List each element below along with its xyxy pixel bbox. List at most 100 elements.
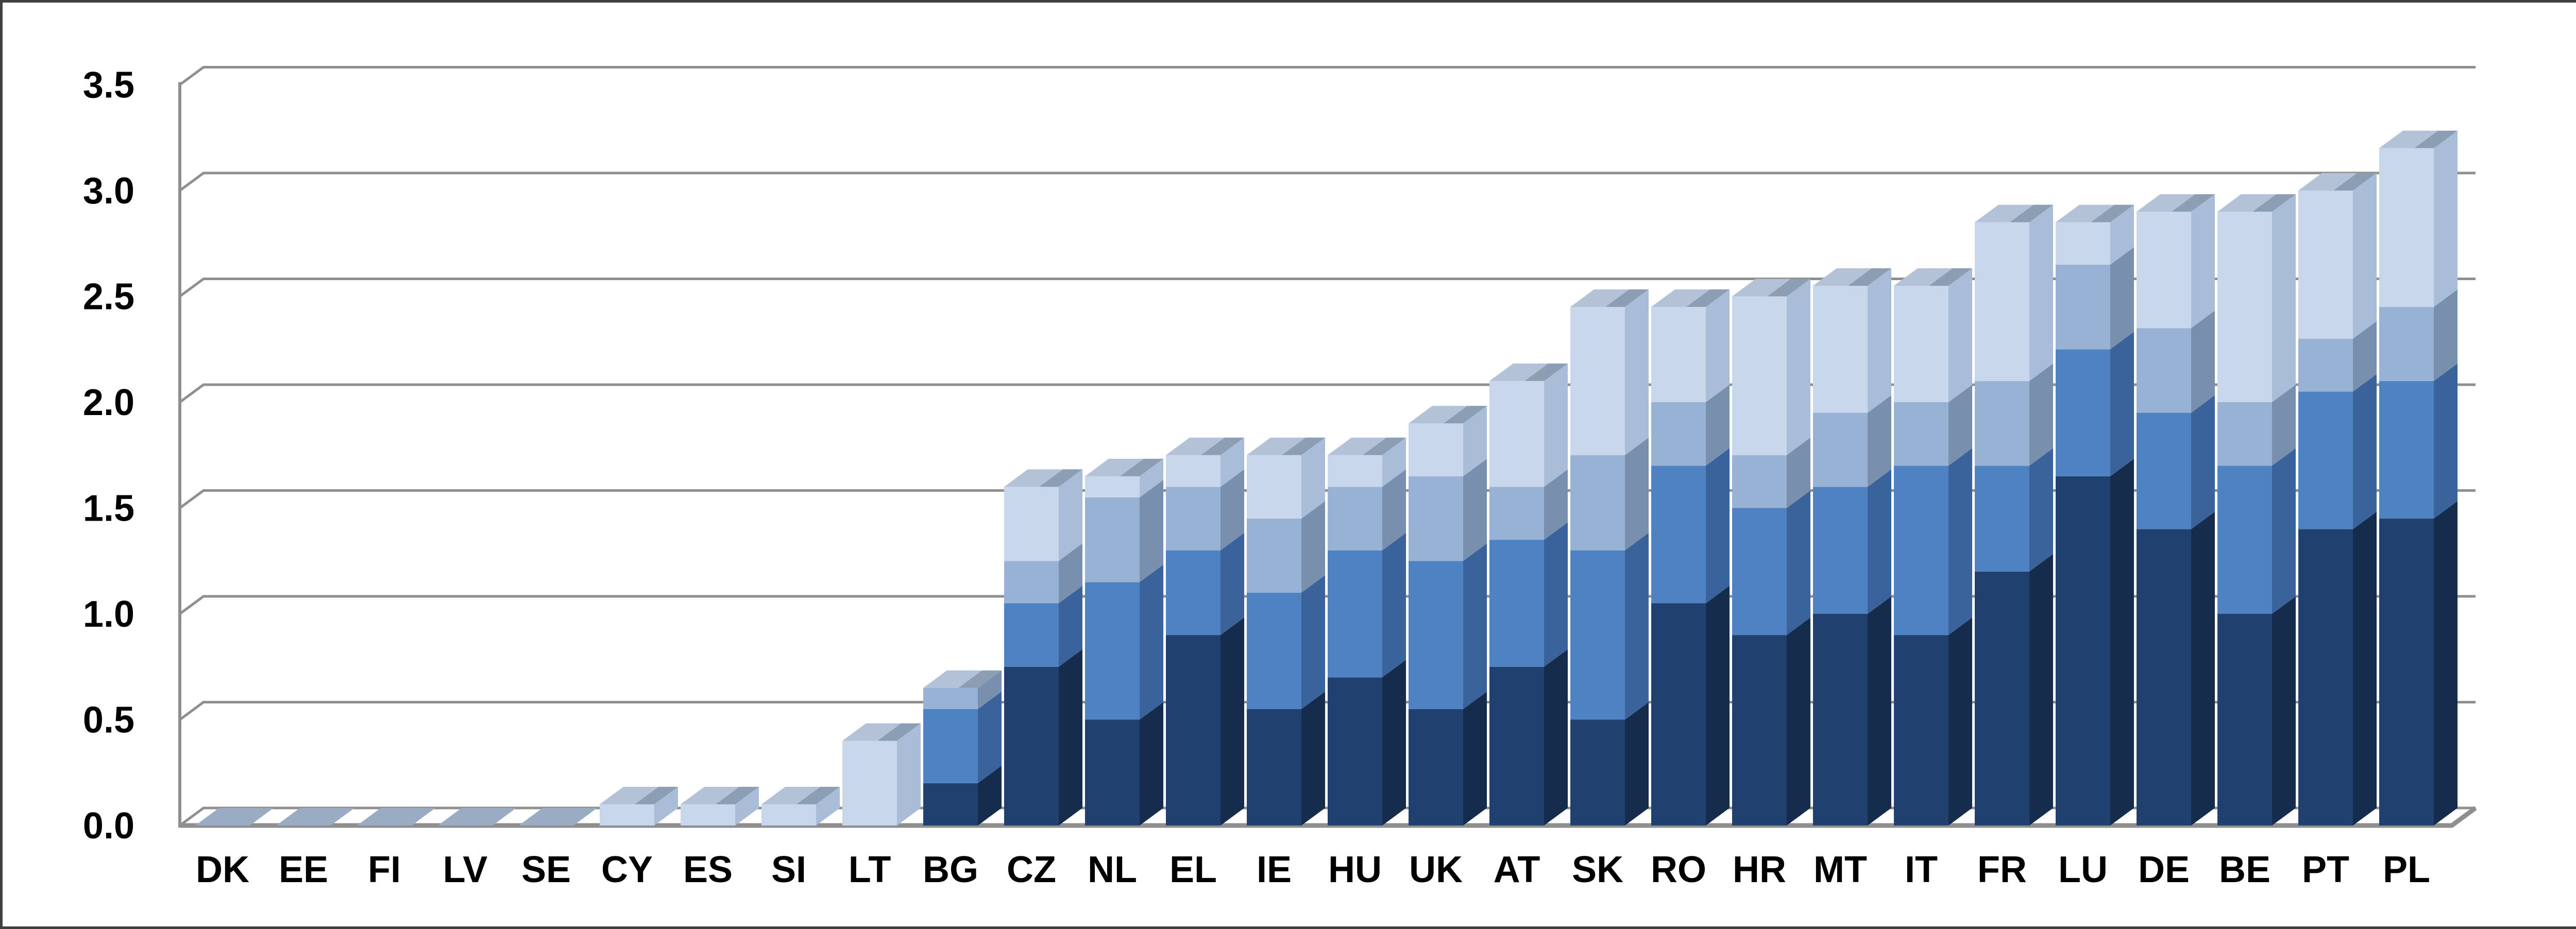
bar-side-MT bbox=[1868, 395, 1891, 487]
bar-segment-NL bbox=[1085, 497, 1140, 582]
bar-side-CZ bbox=[1059, 586, 1082, 667]
bar-top-face-NL bbox=[1085, 458, 1144, 476]
bar-side-AT bbox=[1544, 469, 1568, 540]
bar-segment-NL bbox=[1085, 582, 1140, 720]
bar-top-face-shaded-AT bbox=[1524, 363, 1568, 381]
bar-side-DE bbox=[2191, 194, 2215, 329]
bar-side-CZ bbox=[1059, 649, 1082, 825]
bar-top-face-shaded-MT bbox=[1848, 268, 1891, 286]
bar-segment-LU bbox=[2056, 264, 2110, 350]
bar-top-face-EL bbox=[1166, 437, 1225, 455]
bar-side-PL bbox=[2434, 501, 2458, 825]
bar-segment-PL bbox=[2379, 381, 2434, 519]
bar-side-DE bbox=[2191, 511, 2215, 825]
bar-top-face-BG bbox=[923, 670, 982, 688]
bar-side-FR bbox=[2029, 448, 2053, 572]
bar-segment-LU bbox=[2056, 476, 2110, 825]
gridlines-layer bbox=[179, 66, 2476, 827]
bar-segment-RO bbox=[1651, 466, 1706, 604]
bar-segment-IT bbox=[1894, 635, 1948, 825]
bar-segment-LT bbox=[842, 741, 897, 825]
bar-segment-NL bbox=[1085, 476, 1140, 497]
x-axis-label-LV: LV bbox=[443, 849, 488, 890]
x-axis-label-BG: BG bbox=[923, 849, 978, 890]
x-axis-label-SE: SE bbox=[521, 849, 571, 890]
bar-side-IE bbox=[1301, 437, 1325, 519]
bar-top-face-CZ bbox=[1004, 469, 1063, 487]
bar-side-SK bbox=[1625, 289, 1649, 455]
bar-segment-IE bbox=[1247, 709, 1301, 825]
bar-side-EL bbox=[1221, 532, 1244, 635]
bar-top-face-shaded-LT bbox=[877, 723, 921, 741]
bar-segment-SK bbox=[1570, 719, 1625, 825]
bar-top-face-UK bbox=[1409, 406, 1467, 424]
bar-top-face-shaded-HR bbox=[1767, 279, 1810, 297]
bar-segment-NL bbox=[1085, 719, 1140, 825]
bar-top-face-HR bbox=[1732, 279, 1791, 297]
bar-side-HU bbox=[1382, 437, 1406, 487]
bar-top-face-shaded-SI bbox=[796, 786, 840, 804]
bar-side-IE bbox=[1301, 575, 1325, 709]
bar-side-HR bbox=[1787, 490, 1810, 635]
bar-segment-SK bbox=[1570, 455, 1625, 550]
bar-side-FR bbox=[2029, 204, 2053, 381]
bar-side-AT bbox=[1544, 363, 1568, 487]
bar-segment-BG bbox=[923, 687, 978, 709]
bar-segment-HR bbox=[1732, 296, 1787, 455]
bar-top-face-IT bbox=[1894, 268, 1953, 286]
y-axis-label: 1.5 bbox=[83, 488, 134, 529]
bar-side-HU bbox=[1382, 469, 1406, 550]
bar-side-BG bbox=[978, 670, 1002, 709]
bar-side-HU bbox=[1382, 660, 1406, 825]
bar-side-SK bbox=[1625, 532, 1649, 720]
bar-side-PT bbox=[2353, 511, 2377, 825]
x-axis-label-IT: IT bbox=[1905, 849, 1938, 890]
bar-segment-PL bbox=[2379, 519, 2434, 825]
x-axis-label-PL: PL bbox=[2383, 849, 2430, 890]
bar-top-face-AT bbox=[1489, 363, 1548, 381]
bar-segment-DE bbox=[2137, 328, 2191, 413]
floor-tile-LV bbox=[438, 808, 516, 825]
bar-segment-MT bbox=[1813, 614, 1868, 825]
y-axis-label: 1.0 bbox=[83, 594, 134, 635]
bar-side-SI bbox=[816, 786, 840, 825]
x-axis-label-RO: RO bbox=[1651, 849, 1706, 890]
bar-segment-DE bbox=[2137, 412, 2191, 529]
bar-side-RO bbox=[1706, 385, 1730, 466]
x-axis-label-ES: ES bbox=[683, 849, 733, 890]
bar-segment-BG bbox=[923, 783, 978, 825]
bar-side-LU bbox=[2110, 204, 2134, 265]
bar-top-face-shaded-UK bbox=[1444, 406, 1487, 424]
bar-side-LT bbox=[897, 723, 921, 825]
bar-side-EL bbox=[1221, 469, 1244, 550]
bar-segment-HU bbox=[1328, 455, 1382, 487]
x-axis-label-UK: UK bbox=[1409, 849, 1463, 890]
bar-segment-BE bbox=[2217, 212, 2272, 402]
bar-side-HU bbox=[1382, 532, 1406, 678]
bars-layer bbox=[195, 130, 2458, 825]
bar-side-LU bbox=[2110, 247, 2134, 350]
bar-top-face-shaded-NL bbox=[1120, 458, 1163, 476]
bar-top-face-shaded-ES bbox=[716, 786, 759, 804]
bar-segment-UK bbox=[1409, 476, 1463, 561]
x-axis-label-AT: AT bbox=[1494, 849, 1540, 890]
bar-segment-CZ bbox=[1004, 487, 1059, 561]
bar-side-RO bbox=[1706, 586, 1730, 825]
x-axis-label-HR: HR bbox=[1733, 849, 1786, 890]
x-axis-label-NL: NL bbox=[1088, 849, 1137, 890]
y-axis-label: 3.0 bbox=[83, 170, 134, 212]
bar-side-PL bbox=[2434, 289, 2458, 381]
floor-tile-EE bbox=[276, 808, 354, 825]
bar-segment-HR bbox=[1732, 635, 1787, 825]
bar-top-face-DE bbox=[2137, 194, 2195, 212]
bar-segment-ES bbox=[681, 804, 735, 825]
bar-side-AT bbox=[1544, 522, 1568, 667]
bar-segment-AT bbox=[1489, 487, 1544, 540]
bar-top-face-shaded-IT bbox=[1929, 268, 1972, 286]
bar-top-face-shaded-SK bbox=[1605, 289, 1649, 307]
bar-segment-HU bbox=[1328, 550, 1382, 678]
bar-segment-PT bbox=[2298, 529, 2353, 825]
x-axis-label-SK: SK bbox=[1572, 849, 1623, 890]
bar-top-face-IE bbox=[1247, 437, 1306, 455]
